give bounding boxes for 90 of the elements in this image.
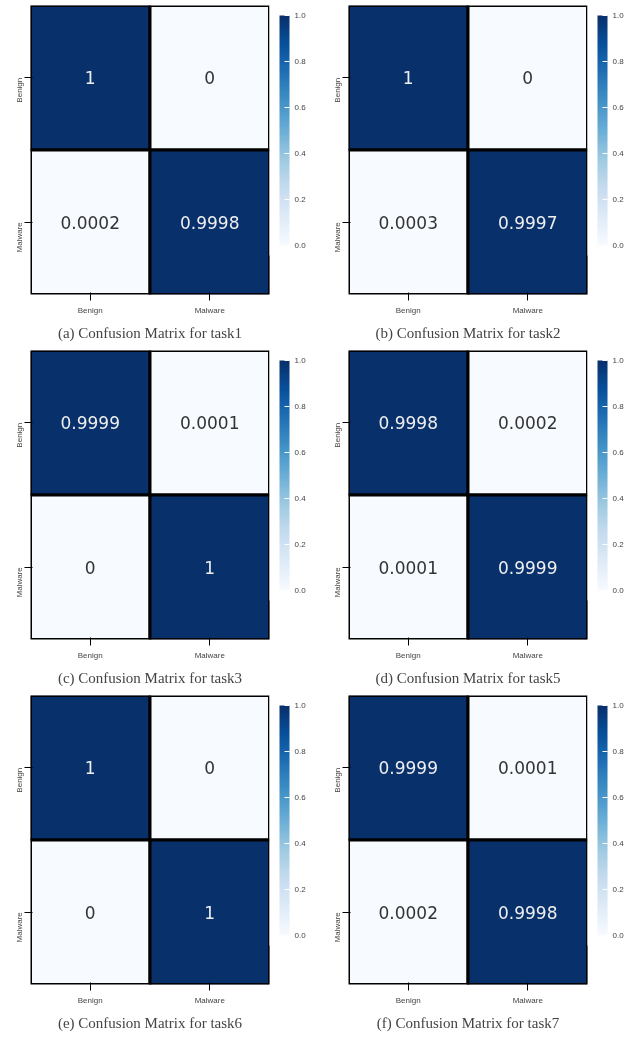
color-bar-label: 0.6 — [612, 103, 625, 112]
color-bar-label: 0.0 — [294, 931, 307, 940]
color-bar-label: 0.4 — [612, 839, 625, 848]
data-label: 1 — [84, 68, 96, 89]
data-label: 0.9998 — [498, 902, 558, 923]
x-tick-label: Benign — [77, 995, 103, 1005]
data-label: 0 — [204, 68, 216, 89]
y-tick-label: Malware — [333, 566, 342, 598]
data-label: 1 — [204, 902, 216, 923]
data-label: 0.0001 — [378, 557, 438, 578]
color-bar-label: 0.8 — [612, 402, 625, 411]
data-label: 0 — [522, 68, 534, 89]
y-tick-label: Malware — [15, 221, 24, 253]
color-bar-label: 0.2 — [612, 195, 625, 204]
y-tick-label: Benign — [15, 422, 24, 448]
x-tick-label: Benign — [395, 305, 421, 315]
color-bar-label: 0.6 — [294, 793, 307, 802]
color-bar-label: 0.2 — [294, 540, 307, 549]
data-label: 0.9999 — [378, 758, 438, 779]
data-label: 0.0002 — [498, 413, 558, 434]
color-bar-label: 0.2 — [294, 885, 307, 894]
x-tick-label: Benign — [395, 995, 421, 1005]
y-tick-label: Benign — [15, 77, 24, 103]
y-tick-label: Benign — [333, 767, 342, 793]
data-label: 0.0001 — [498, 758, 558, 779]
color-bar-label: 1.0 — [612, 356, 625, 365]
y-tick-label: Malware — [15, 911, 24, 943]
text: (b) Confusion Matrix for task2 — [375, 324, 561, 342]
text: (c) Confusion Matrix for task3 — [57, 669, 243, 687]
x-tick-label: Malware — [512, 305, 544, 315]
y-tick-label: Malware — [333, 221, 342, 253]
data-label: 0.0003 — [378, 212, 438, 233]
color-bar-label: 0.2 — [294, 195, 307, 204]
data-label: 1 — [204, 557, 216, 578]
color-bar-label: 0.2 — [612, 885, 625, 894]
color-bar-label: 0.6 — [294, 448, 307, 457]
color-bar-label: 0.6 — [612, 793, 625, 802]
y-tick-label: Benign — [333, 77, 342, 103]
color-bar-label: 0.8 — [294, 57, 307, 66]
x-tick-label: Malware — [194, 650, 226, 660]
text: (a) Confusion Matrix for task1 — [57, 324, 243, 342]
y-tick-label: Malware — [15, 566, 24, 598]
text: (f) Confusion Matrix for task7 — [376, 1014, 560, 1032]
color-bar-label: 0.0 — [294, 241, 307, 250]
data-label: 0 — [84, 557, 96, 578]
x-tick-label: Benign — [77, 305, 103, 315]
data-label: 0.9998 — [180, 212, 240, 233]
data-label: 0.9999 — [60, 413, 120, 434]
color-bar-label: 0.4 — [294, 494, 307, 503]
x-tick-label: Malware — [194, 995, 226, 1005]
data-label: 0.0002 — [378, 902, 438, 923]
color-bar-label: 0.4 — [294, 839, 307, 848]
data-label: 0.9999 — [498, 557, 558, 578]
data-label: 1 — [402, 68, 414, 89]
data-label: 0 — [84, 902, 96, 923]
color-bar-label: 0.6 — [612, 448, 625, 457]
color-bar-label: 0.4 — [612, 494, 625, 503]
x-tick-label: Malware — [512, 995, 544, 1005]
text: (e) Confusion Matrix for task6 — [57, 1014, 243, 1032]
x-tick-label: Benign — [395, 650, 421, 660]
color-bar-label: 0.0 — [294, 586, 307, 595]
data-label: 0.9997 — [498, 212, 558, 233]
color-bar-label: 0.8 — [294, 747, 307, 756]
color-bar-label: 1.0 — [294, 701, 307, 710]
color-bar-label: 0.6 — [294, 103, 307, 112]
color-bar-label: 0.0 — [612, 241, 625, 250]
color-bar-label: 0.2 — [612, 540, 625, 549]
color-bar-label: 0.4 — [612, 149, 625, 158]
color-bar-label: 0.8 — [612, 747, 625, 756]
color-bar-label: 1.0 — [612, 11, 625, 20]
color-bar-label: 0.4 — [294, 149, 307, 158]
color-bar-label: 0.8 — [612, 57, 625, 66]
color-bar-label: 0.8 — [294, 402, 307, 411]
x-tick-label: Benign — [77, 650, 103, 660]
y-tick-label: Malware — [333, 911, 342, 943]
y-tick-label: Benign — [15, 767, 24, 793]
data-label: 0.9998 — [378, 413, 438, 434]
data-label: 1 — [84, 758, 96, 779]
text: (d) Confusion Matrix for task5 — [375, 669, 561, 687]
y-tick-label: Benign — [333, 422, 342, 448]
data-label: 0.0001 — [180, 413, 240, 434]
color-bar-label: 0.0 — [612, 931, 625, 940]
color-bar-label: 1.0 — [294, 11, 307, 20]
color-bar-label: 1.0 — [294, 356, 307, 365]
x-tick-label: Malware — [194, 305, 226, 315]
x-tick-label: Malware — [512, 650, 544, 660]
data-label: 0.0002 — [60, 212, 120, 233]
data-label: 0 — [204, 758, 216, 779]
color-bar-label: 1.0 — [612, 701, 625, 710]
color-bar-label: 0.0 — [612, 586, 625, 595]
